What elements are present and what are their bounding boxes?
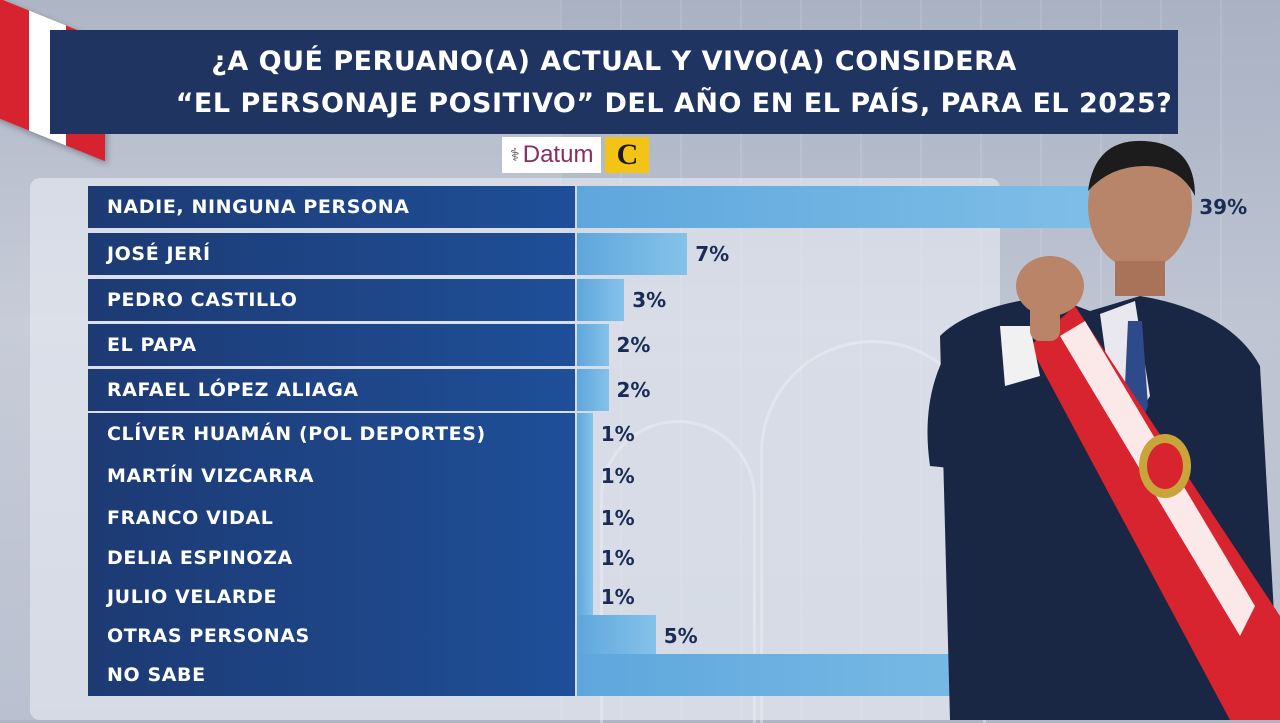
bar-value-label: 1% [600,506,635,530]
bar-value-fill [577,497,593,539]
datum-logo-text: Datum [522,141,594,168]
bar-value-fill [577,279,625,321]
bar-category-label: MARTÍN VIZCARRA [88,455,575,497]
bar-value-fill [577,576,593,618]
chart-title-line-1: ¿A QUÉ PERUANO(A) ACTUAL Y VIVO(A) CONSI… [211,46,1017,77]
chart-title-line-2: “EL PERSONAJE POSITIVO” DEL AÑO EN EL PA… [175,88,1173,119]
datum-logo: ⚕ Datum [502,137,602,173]
bar-category-label: PEDRO CASTILLO [88,279,575,321]
bar-category-label: CLÍVER HUAMÁN (POL DEPORTES) [88,413,575,455]
bar-value-label: 1% [600,422,635,446]
bar-value-label: 1% [600,464,635,488]
bar-category-label: JOSÉ JERÍ [88,233,575,275]
bar-category-label: NADIE, NINGUNA PERSONA [88,186,575,228]
bar-category-label: OTRAS PERSONAS [88,615,575,657]
bar-category-label: JULIO VELARDE [88,576,575,618]
bar-value-fill [577,324,609,366]
el-comercio-logo: C [605,137,650,173]
bar-value-label: 2% [616,333,651,357]
dna-icon: ⚕ [510,144,520,165]
bar-value-label: 1% [600,585,635,609]
bar-value-label: 1% [600,546,635,570]
bar-value-fill [577,615,656,657]
title-bar: ¿A QUÉ PERUANO(A) ACTUAL Y VIVO(A) CONSI… [50,30,1178,134]
bar-category-label: RAFAEL LÓPEZ ALIAGA [88,369,575,411]
bar-value-label: 5% [663,624,698,648]
bar-value-fill [577,413,593,455]
bar-category-label: NO SABE [88,654,575,696]
bar-value-fill [577,369,609,411]
bar-value-label: 2% [616,378,651,402]
bar-value-fill [577,233,688,275]
bar-value-fill [577,537,593,579]
bar-value-label: 39% [1199,195,1248,219]
bar-category-label: DELIA ESPINOZA [88,537,575,579]
bar-category-label: FRANCO VIDAL [88,497,575,539]
bar-value-label: 7% [695,242,730,266]
presidential-figure-illustration [927,140,1280,720]
bar-value-label: 3% [632,288,667,312]
source-logos: ⚕ Datum C [502,137,650,173]
bar-category-label: EL PAPA [88,324,575,366]
bar-value-fill [577,455,593,497]
